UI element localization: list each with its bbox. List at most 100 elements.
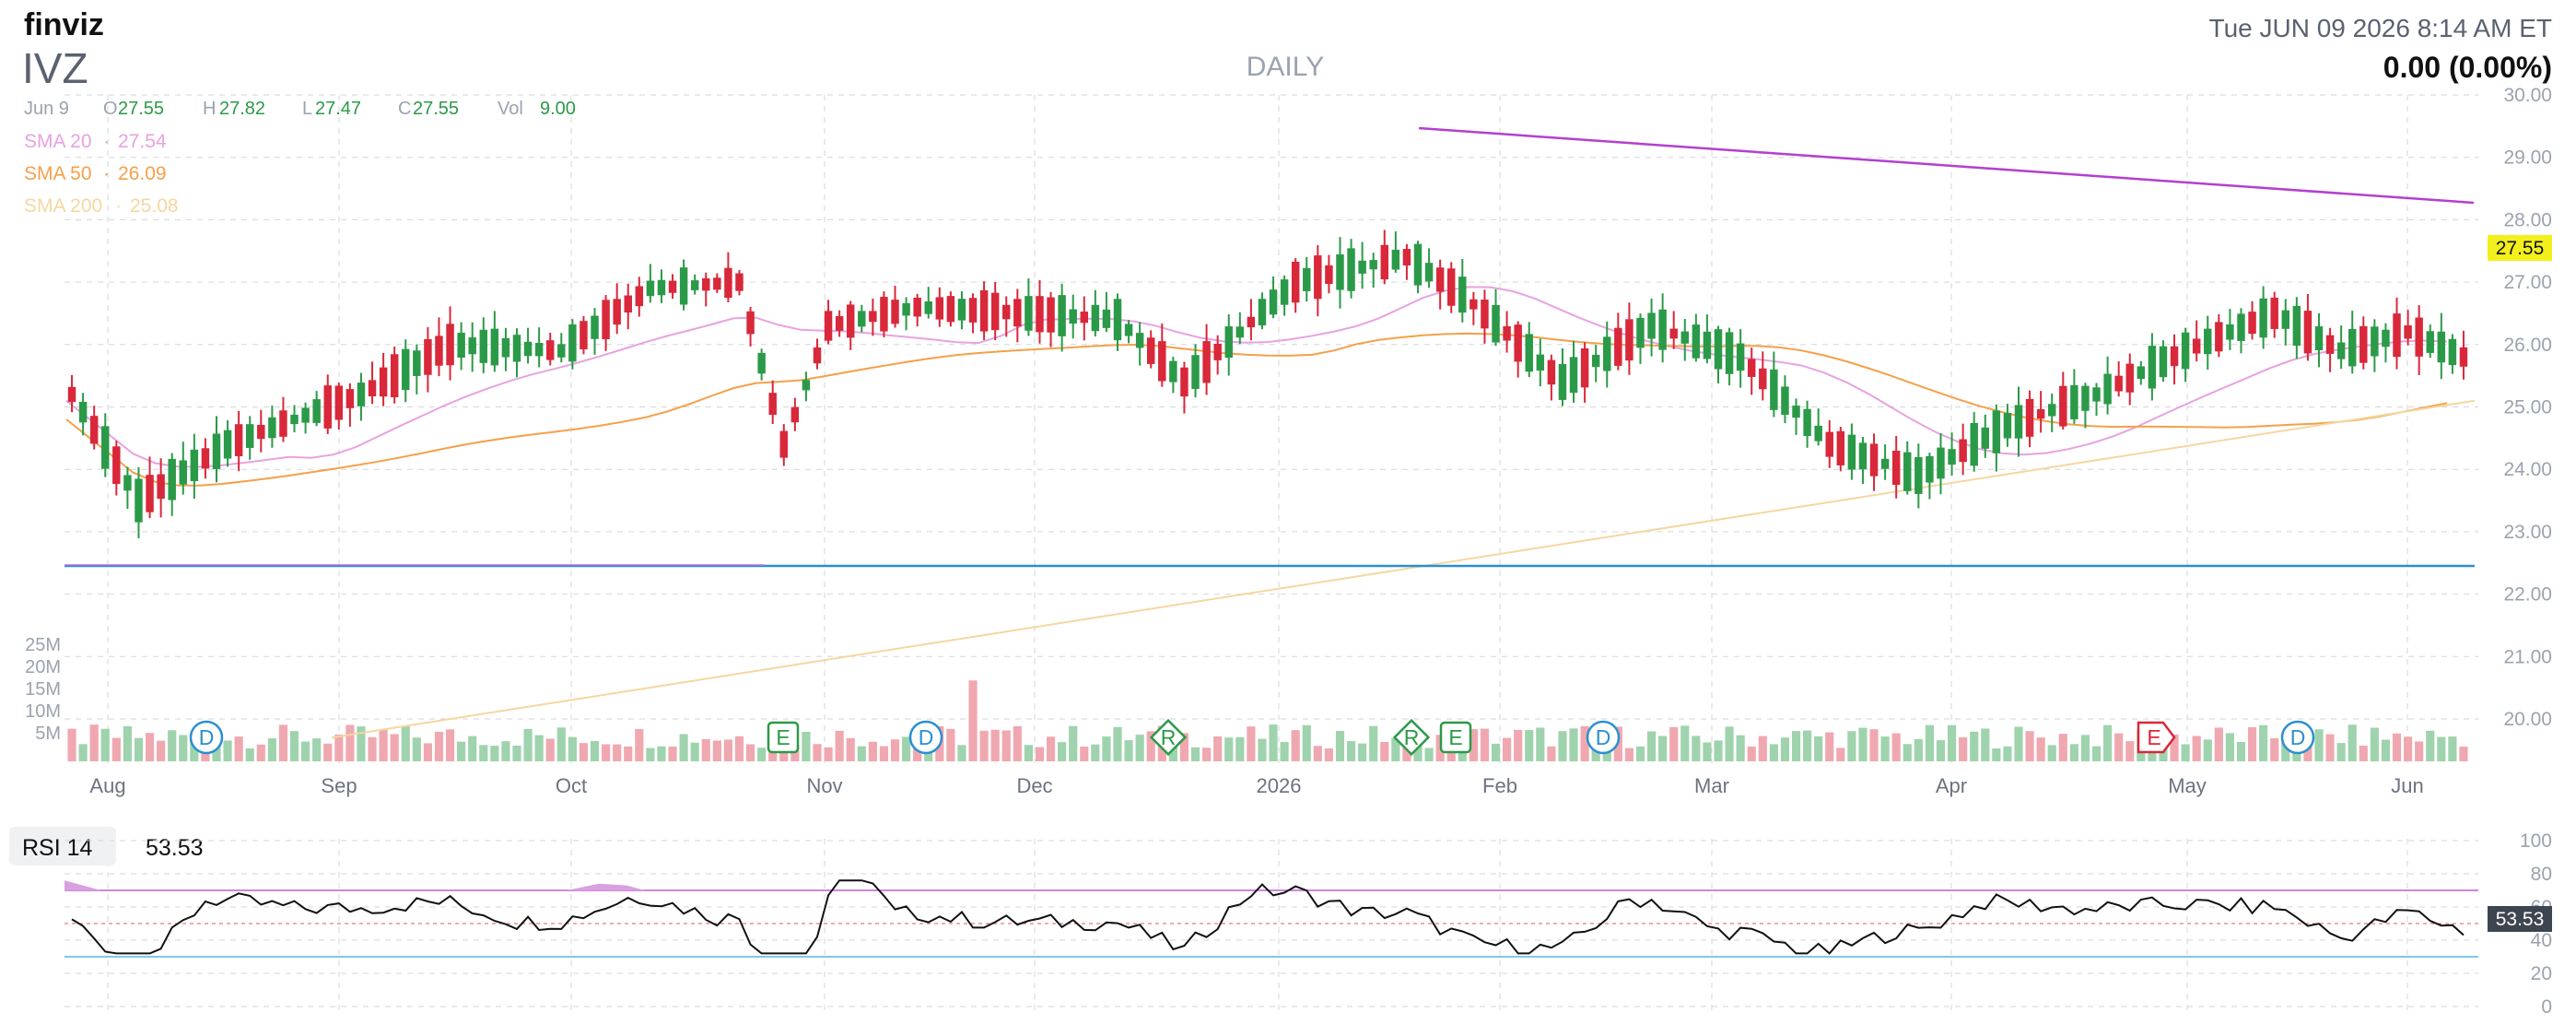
volume-bar [301, 741, 310, 761]
volume-bar [523, 728, 533, 761]
candle-body [724, 267, 732, 299]
candle-body [1069, 309, 1077, 324]
candle-body [234, 424, 243, 456]
candle-body [1213, 343, 1222, 360]
candle-body [679, 267, 688, 305]
volume-bar [1747, 746, 1756, 761]
volume-bar [1102, 736, 1111, 761]
candle-body [368, 380, 377, 397]
candle-body [379, 367, 388, 397]
volume-bar [2025, 731, 2034, 761]
volume-bar [2259, 724, 2268, 761]
candle-body [2314, 326, 2324, 351]
price-tick-label: 22.00 [2503, 584, 2552, 606]
volume-bar [1692, 736, 1701, 761]
ticker-symbol: IVZ [22, 44, 88, 92]
candle-body [880, 297, 888, 332]
event-marker-label: D [199, 725, 215, 749]
volume-bar [1213, 736, 1223, 761]
volume-bar [679, 734, 688, 761]
event-marker-label: D [919, 725, 934, 749]
volume-bar [668, 746, 677, 761]
candle-body [2459, 347, 2468, 367]
timeframe-label: DAILY [1247, 52, 1324, 82]
sma50-sep: · [103, 163, 110, 184]
candle-body [1424, 263, 1434, 282]
volume-bar [1769, 744, 1778, 761]
volume-bar [278, 724, 288, 761]
candle-body [545, 340, 555, 360]
volume-bar [1580, 725, 1589, 761]
candle-body [1680, 331, 1690, 344]
volume-bar [1981, 728, 1990, 761]
rsi-tick-label: 40 [2531, 930, 2552, 951]
candle-body [902, 302, 910, 316]
volume-bar [2415, 741, 2424, 761]
volume-bar [1891, 733, 1901, 761]
volume-bar [145, 733, 155, 761]
volume-bar [979, 730, 989, 761]
volume-bar [613, 744, 622, 761]
volume-bar [345, 724, 355, 761]
candle-body [2114, 375, 2123, 392]
candle-body [1258, 299, 1267, 325]
candle-body [1269, 289, 1278, 315]
x-tick-label: Apr [1936, 774, 1967, 797]
volume-bar [1179, 733, 1189, 761]
volume-bar [1925, 724, 1934, 761]
event-marker-label: E [1448, 725, 1462, 749]
price-grid [64, 94, 2478, 1014]
candle-body [168, 458, 176, 500]
candle-body [1224, 326, 1233, 359]
candle-body [1926, 455, 1934, 483]
volume-bar [846, 737, 855, 761]
candle-body [802, 380, 811, 391]
volume-bar [635, 728, 644, 761]
candle-body [2359, 325, 2368, 363]
candle-body [190, 449, 199, 482]
candle-body [690, 280, 699, 290]
candle-body [1514, 324, 1522, 362]
candle-body [2215, 322, 2223, 352]
volume-bar [590, 740, 600, 761]
sma200-line [331, 399, 2476, 739]
candle-body [713, 277, 721, 290]
sma20-value: 27.54 [118, 131, 167, 152]
volume-bar [2069, 744, 2078, 761]
candle-body [1603, 336, 1611, 371]
candle-body [557, 344, 566, 358]
candle-body [179, 460, 188, 485]
volume-bar [1836, 748, 1845, 761]
ohlc-open-label: O [103, 99, 118, 119]
volume-bar [2281, 741, 2290, 761]
volume-bar [223, 740, 232, 761]
volume-bar [1168, 743, 1177, 761]
volume-bar [2036, 737, 2045, 761]
candle-body [2270, 297, 2278, 329]
candle-body [457, 332, 465, 358]
volume-tick-label: 25M [25, 635, 61, 655]
candle-body [1146, 337, 1155, 364]
x-tick-label: Nov [806, 774, 842, 797]
candle-body [2092, 387, 2101, 402]
candle-body [2014, 405, 2023, 439]
x-tick-label: Dec [1016, 774, 1052, 797]
candle-body [646, 280, 655, 297]
volume-bar [2047, 745, 2056, 761]
volume-bar [390, 734, 399, 761]
rsi-label-bg [9, 827, 116, 865]
volume-bar [1736, 735, 1745, 761]
candle-body [2204, 328, 2212, 355]
volume-bar [1469, 728, 1478, 761]
volume-bar [624, 746, 633, 761]
volume-bar [67, 728, 76, 761]
volume-bar [2058, 734, 2067, 761]
volume-bar [168, 730, 177, 761]
trendline-resistance [1418, 126, 2475, 205]
event-marker [1149, 718, 1188, 757]
sma-legend: SMA 20 · 27.54 SMA 50 · 26.09 SMA 200 · … [24, 131, 179, 217]
candle-body [1058, 295, 1066, 336]
ohlc-readout: Jun 9 O 27.55 H 27.82 L 27.47 C 27.55 Vo… [24, 99, 576, 119]
ohlc-close-label: C [398, 99, 411, 119]
volume-bar [512, 745, 521, 761]
